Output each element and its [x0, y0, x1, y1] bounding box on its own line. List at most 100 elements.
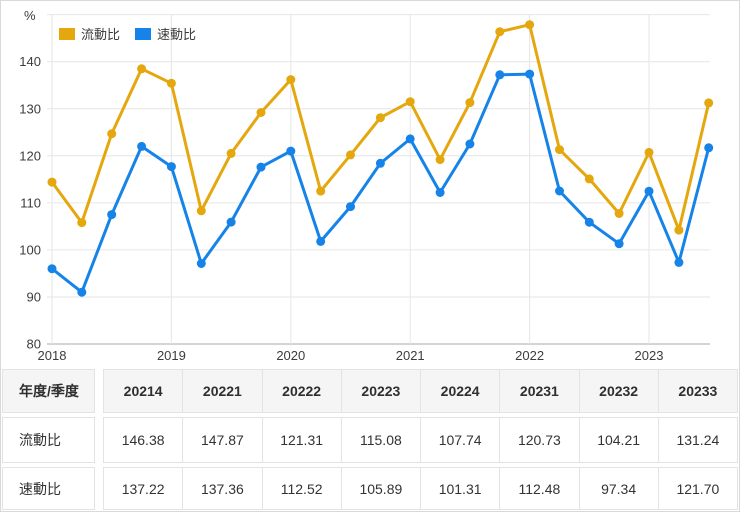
table-value-cell: 121.70	[658, 467, 738, 510]
table-row-cells: 137.22 137.36 112.52 105.89 101.31 112.48 97.3…	[103, 467, 738, 510]
current-ratio-point[interactable]	[346, 150, 355, 160]
current-ratio-point[interactable]	[614, 209, 624, 218]
quick-ratio-point[interactable]	[196, 259, 206, 268]
quick-ratio-point[interactable]	[286, 146, 296, 156]
table-header-cell: 20224	[421, 369, 501, 413]
table-header-cell: 20221	[183, 369, 263, 413]
quick-ratio-point[interactable]	[346, 202, 355, 212]
chart-canvas: 80 90 100 110 120 130 140 2018 2019 2020 2021 2022 2…	[19, 14, 714, 363]
legend-item-current-ratio[interactable]: 流動比	[59, 24, 120, 43]
table-value-cell: 112.52	[262, 467, 342, 510]
current-ratio-point[interactable]	[405, 97, 415, 107]
x-tick-label: 2022	[515, 348, 544, 363]
quick-ratio-point[interactable]	[375, 158, 385, 168]
quick-ratio-point[interactable]	[465, 139, 475, 149]
current-ratio-line	[50, 23, 711, 232]
y-tick-label: 110	[20, 195, 41, 210]
table-value-cell: 101.31	[421, 467, 501, 510]
quick-ratio-point[interactable]	[316, 236, 326, 246]
current-ratio-point[interactable]	[555, 145, 564, 155]
table-row-quick-ratio: 速動比 137.22 137.36 112.52 105.89 101.31 112.48…	[2, 467, 738, 510]
table-value-cell: 147.87	[183, 417, 263, 463]
current-ratio-point[interactable]	[137, 64, 147, 74]
quarter-table: 年度/季度 20214 20221 20222 20223 20224 20231 2023…	[1, 367, 739, 511]
quick-ratio-point[interactable]	[226, 217, 236, 227]
table-value-cell: 115.08	[341, 417, 421, 463]
legend-item-quick-ratio[interactable]: 速動比	[135, 24, 196, 43]
quick-ratio-point[interactable]	[704, 143, 714, 153]
table-row-current-ratio: 流動比 146.38 147.87 121.31 115.08 107.74 120.73…	[2, 417, 738, 463]
current-ratio-point[interactable]	[584, 174, 594, 184]
current-ratio-point[interactable]	[644, 147, 654, 157]
table-header-cell: 20232	[579, 369, 659, 413]
y-axis-unit-label: %	[24, 8, 36, 23]
quick-ratio-point[interactable]	[614, 239, 624, 249]
current-ratio-point[interactable]	[256, 108, 266, 117]
quick-ratio-point[interactable]	[435, 188, 445, 197]
x-tick-label: 2020	[276, 348, 305, 363]
y-tick-label: 80	[27, 337, 41, 352]
current-ratio-point[interactable]	[226, 148, 236, 158]
y-tick-label: 130	[19, 101, 41, 116]
table-value-cell: 97.34	[579, 467, 659, 510]
current-ratio-point[interactable]	[77, 218, 87, 228]
current-ratio-point[interactable]	[316, 186, 326, 196]
table-header-cell: 20223	[341, 369, 421, 413]
chart-legend: 流動比 速動比	[59, 24, 196, 43]
table-row-label: 速動比	[2, 467, 95, 510]
quick-ratio-point[interactable]	[525, 69, 535, 79]
quick-ratio-point[interactable]	[256, 162, 266, 172]
quick-ratio-point[interactable]	[495, 70, 505, 80]
quick-ratio-point[interactable]	[555, 186, 564, 196]
quick-ratio-line	[50, 72, 711, 294]
x-tick-label: 2023	[635, 348, 664, 363]
table-value-cell: 120.73	[500, 417, 580, 463]
table-header-row: 年度/季度 20214 20221 20222 20223 20224 20231 2023…	[2, 369, 738, 413]
table-row-label: 流動比	[2, 417, 95, 463]
x-tick-label: 2021	[396, 348, 425, 363]
table-value-cell: 137.36	[183, 467, 263, 510]
current-ratio-point[interactable]	[525, 20, 535, 30]
table-header-cell: 20231	[500, 369, 580, 413]
y-tick-label: 120	[19, 148, 41, 163]
quick-ratio-point[interactable]	[674, 257, 684, 267]
table-corner-label: 年度/季度	[2, 369, 95, 413]
current-ratio-point[interactable]	[674, 225, 684, 235]
current-ratio-swatch-icon	[59, 27, 75, 40]
y-tick-label: 90	[27, 289, 41, 304]
legend-label-quick-ratio: 速動比	[157, 27, 197, 42]
table-value-cell: 121.31	[262, 417, 342, 463]
current-ratio-point[interactable]	[107, 129, 117, 139]
quick-ratio-point[interactable]	[644, 186, 654, 196]
y-tick-label: 140	[19, 54, 41, 69]
quick-ratio-point[interactable]	[137, 141, 147, 151]
x-tick-label: 2019	[157, 348, 186, 363]
current-ratio-point[interactable]	[495, 27, 505, 37]
table-value-cell: 105.89	[341, 467, 421, 510]
current-ratio-point[interactable]	[166, 78, 176, 88]
quick-ratio-point[interactable]	[107, 210, 117, 220]
table-row-cells: 146.38 147.87 121.31 115.08 107.74 120.73 104.…	[103, 417, 738, 463]
quick-ratio-point[interactable]	[166, 162, 176, 172]
table-header-cells: 20214 20221 20222 20223 20224 20231 20232 20233	[103, 369, 738, 413]
quick-ratio-point[interactable]	[405, 134, 415, 144]
current-ratio-point[interactable]	[47, 177, 57, 187]
quick-ratio-point[interactable]	[584, 217, 594, 227]
table-header-cell: 20222	[262, 369, 342, 413]
legend-label-current-ratio: 流動比	[81, 27, 121, 42]
current-ratio-point[interactable]	[465, 98, 475, 108]
current-ratio-point[interactable]	[375, 113, 385, 123]
y-tick-label: 100	[19, 242, 41, 257]
current-ratio-point[interactable]	[196, 206, 206, 216]
current-ratio-point[interactable]	[435, 155, 445, 165]
table-value-cell: 146.38	[103, 417, 184, 463]
current-ratio-point[interactable]	[286, 75, 296, 85]
table-header-cell: 20214	[103, 369, 184, 413]
current-ratio-point[interactable]	[704, 98, 714, 108]
table-value-cell: 104.21	[579, 417, 659, 463]
line-chart: 80 90 100 110 120 130 140 2018 2019 2020 2021 2022 2…	[1, 1, 739, 367]
table-value-cell: 131.24	[658, 417, 738, 463]
quick-ratio-point[interactable]	[77, 287, 87, 297]
quick-ratio-point[interactable]	[47, 264, 57, 274]
